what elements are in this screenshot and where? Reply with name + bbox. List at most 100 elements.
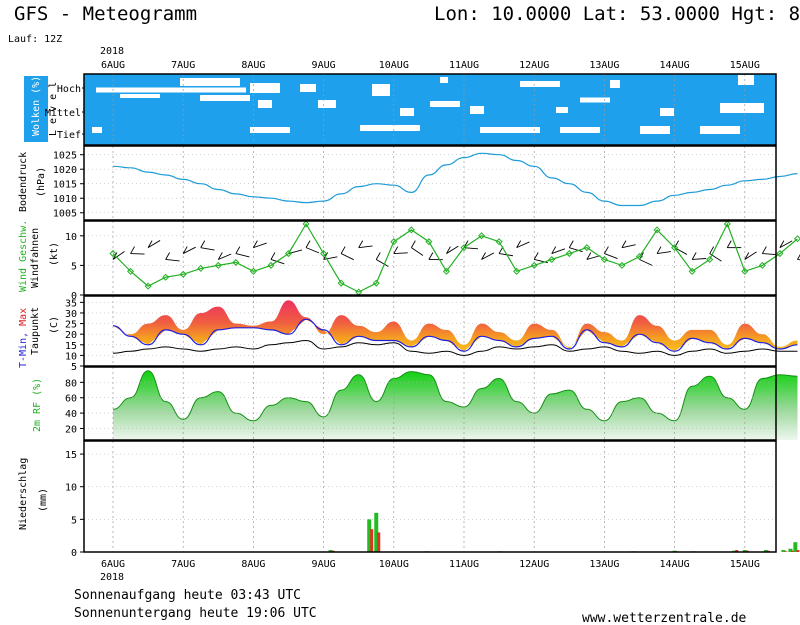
cloud-row-tief <box>84 122 776 145</box>
cloud-patch <box>120 94 160 98</box>
temp-unit: (C) <box>49 316 60 334</box>
sunrise-text: Sonnenaufgang heute 03:43 UTC <box>74 588 301 603</box>
y-tick-label: 15 <box>65 341 77 352</box>
wind-speed-point <box>442 267 450 275</box>
precip-bar <box>781 550 786 552</box>
wind-barb <box>200 247 215 251</box>
y-tick-label: 30 <box>65 309 77 320</box>
wind-barb-flag <box>744 252 750 260</box>
wind-speed-point <box>671 244 679 252</box>
precipitation-panel: 0 5 10 15 <box>65 440 800 559</box>
cloud-patch <box>560 127 600 133</box>
cloud-patch <box>250 83 280 93</box>
date-label-bottom: 10AUG <box>379 559 409 570</box>
year-label-top: 2018 <box>100 46 124 57</box>
wind-speed-point <box>249 267 257 275</box>
wind-unit: (kt) <box>49 242 60 266</box>
wind-barb <box>692 258 707 260</box>
wind-barb-flag <box>604 246 609 254</box>
wind-barb <box>656 251 671 255</box>
cloud-patch <box>720 103 764 113</box>
wind-barb-flag <box>516 240 522 248</box>
cloud-patch <box>400 108 414 116</box>
wind-barb <box>147 240 161 249</box>
wind-speed-point <box>758 261 766 269</box>
cloud-patch <box>640 126 670 134</box>
panel-frame <box>83 440 777 553</box>
location-label: Lon: 10.0000 Lat: 53.0000 Hgt: 8 <box>434 3 800 25</box>
wind-barb <box>446 245 459 254</box>
humidity-panel: 20 40 60 80 <box>65 366 798 441</box>
wind-barb-flag <box>358 240 364 248</box>
precip-bar <box>763 550 768 552</box>
cloud-panel: Hoch Mittel Tief <box>24 73 777 146</box>
temp-ylabel-2: Taupunkt <box>30 307 41 355</box>
wind-speed-point <box>706 255 714 264</box>
wind-speed-point <box>214 261 222 269</box>
cloud-patch <box>318 100 336 108</box>
y-tick-label: 1005 <box>53 209 77 220</box>
y-tick-label: 5 <box>71 261 77 272</box>
wind-barb <box>779 240 793 249</box>
wind-speed-point <box>390 238 398 246</box>
wind-barb-flag <box>656 246 662 254</box>
wind-barb <box>323 256 338 260</box>
date-label-top: 8AUG <box>241 60 265 71</box>
date-label-top: 9AUG <box>312 60 336 71</box>
precip-bar <box>374 512 379 552</box>
cloud-patch <box>92 127 102 133</box>
date-axis-bottom: 6AUG 7AUG 8AUG 9AUG 10AUG 11AUG 12AUG 13AUG 14AU… <box>101 559 760 570</box>
wind-barb <box>305 247 320 254</box>
wind-ylabel: Wind Geschw. <box>18 220 29 292</box>
precip-bar-convective <box>784 551 788 552</box>
dewpoint-line <box>112 339 798 356</box>
date-label-bottom: 14AUG <box>660 559 690 570</box>
wind-speed-point <box>618 261 626 269</box>
precip-bar-convective <box>735 550 739 552</box>
cloud-patch <box>700 126 740 134</box>
wind-speed-point <box>495 238 503 246</box>
wind-barb <box>551 248 566 254</box>
y-tick-label: 25 <box>65 320 77 331</box>
date-label-top: 11AUG <box>449 60 479 71</box>
wind-barb-flag <box>165 252 171 260</box>
cloud-level-label: L e v e l <box>48 82 59 136</box>
wind-barb-flag <box>253 240 258 248</box>
cloud-patch <box>580 97 610 103</box>
wind-speed-point <box>109 250 117 258</box>
wind-speed-point <box>355 288 363 296</box>
wind-speed-point <box>372 279 380 287</box>
cloud-patch <box>520 81 560 87</box>
cloud-patch <box>430 101 460 107</box>
y-tick-label: 10 <box>65 483 77 494</box>
wind-barb-flag <box>779 240 785 248</box>
date-label-bottom: 6AUG <box>101 559 125 570</box>
y-tick-label: 1020 <box>53 165 77 176</box>
wind-speed-point <box>197 264 205 272</box>
wind-barb-flag <box>217 252 223 260</box>
wind-speed-point <box>127 267 135 275</box>
date-label-top: 12AUG <box>519 60 549 71</box>
wind-barb <box>218 253 232 260</box>
wind-barb-flag <box>674 240 679 248</box>
wind-barb <box>340 253 354 261</box>
wind-speed-point <box>284 250 293 258</box>
cloud-patch <box>372 84 390 96</box>
date-label-top: 6AUG <box>101 60 125 71</box>
cloud-patch <box>738 75 754 85</box>
pressure-ylabel: Bodendruck <box>18 152 29 212</box>
rh-ylabel: 2m RF (%) <box>32 378 43 432</box>
wind-speed-point <box>407 226 415 234</box>
wind-speed-point <box>635 252 644 261</box>
wind-barb <box>235 253 250 258</box>
y-tick-label: 40 <box>65 409 77 420</box>
wind-barb-flag <box>270 252 276 260</box>
panel-frame <box>83 295 777 367</box>
precip-bar <box>788 548 793 552</box>
wind-barb <box>604 253 618 259</box>
wind-panel: 0 5 10 <box>65 220 800 302</box>
date-label-top: 15AUG <box>730 60 760 71</box>
date-label-bottom: 7AUG <box>171 559 195 570</box>
wind-barb <box>253 242 267 249</box>
precip-bar <box>742 550 747 552</box>
